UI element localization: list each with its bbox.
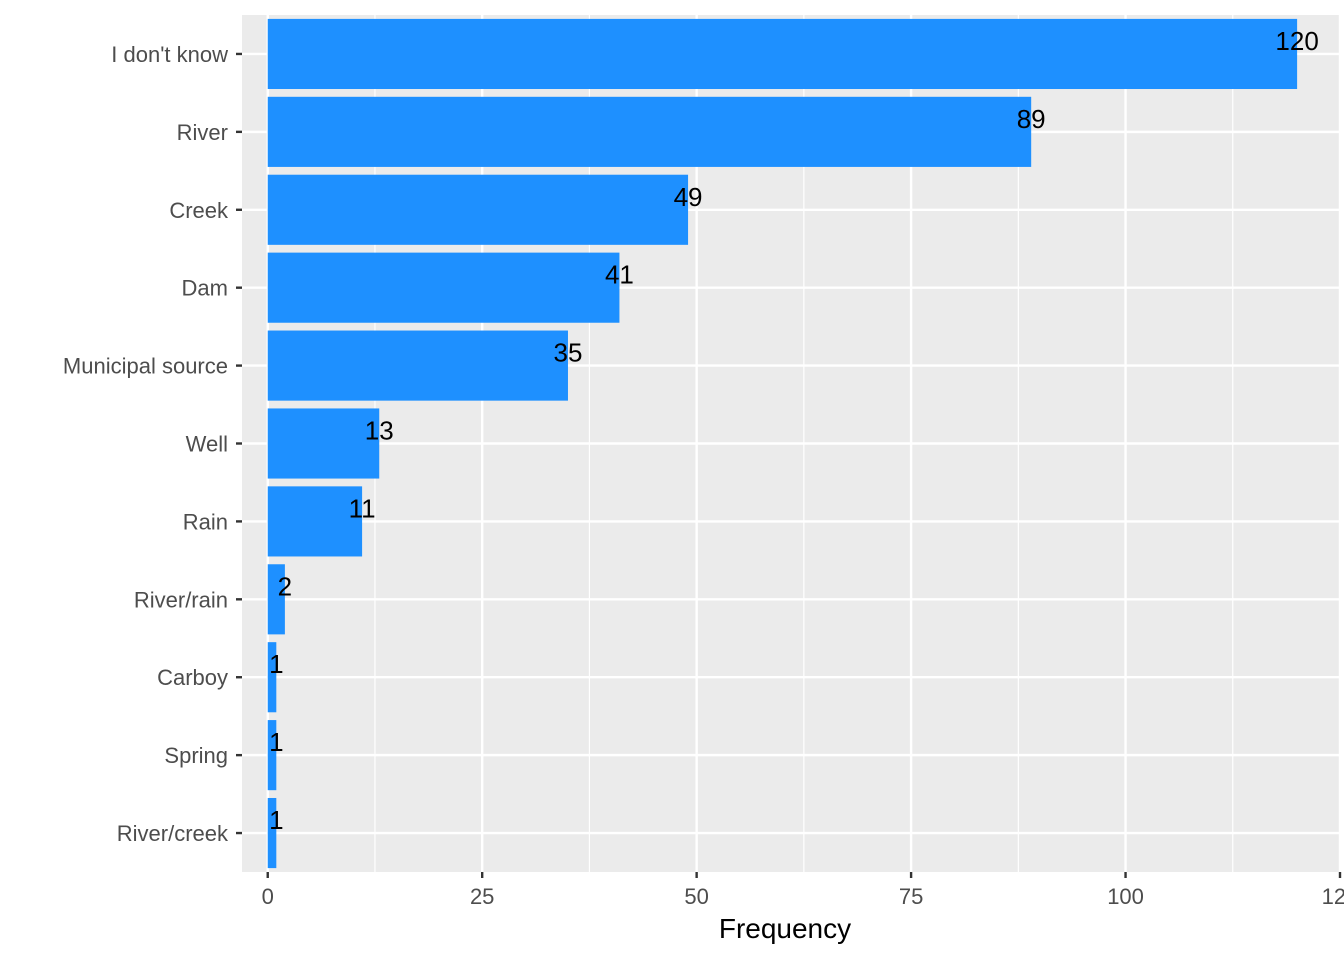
y-tick-label: Rain [183, 509, 228, 534]
bar-data-label: 1 [269, 805, 283, 835]
x-axis-title: Frequency [719, 913, 851, 944]
bar-data-label: 35 [554, 338, 583, 368]
x-tick-label: 25 [470, 884, 494, 909]
bar [267, 408, 380, 479]
y-tick-label: Spring [164, 743, 228, 768]
bar-data-label: 2 [278, 571, 292, 601]
bar [267, 96, 1032, 167]
y-tick-label: River [177, 120, 228, 145]
bar-data-label: 11 [349, 493, 376, 523]
bar-data-label: 1 [269, 727, 283, 757]
bar-data-label: 13 [365, 416, 394, 446]
y-tick-label: Carboy [157, 665, 228, 690]
bar [267, 642, 277, 713]
bar [267, 486, 363, 557]
bar [267, 330, 568, 401]
x-tick-label: 75 [899, 884, 923, 909]
bar [267, 797, 277, 869]
bar [267, 720, 277, 791]
y-tick-label: Dam [182, 276, 228, 301]
bar [267, 252, 620, 323]
bar-data-label: 1 [269, 649, 283, 679]
y-tick-label: Municipal source [63, 354, 228, 379]
bar [267, 564, 285, 635]
bar-data-label: 49 [674, 182, 703, 212]
x-tick-label: 100 [1107, 884, 1144, 909]
bar-data-label: 89 [1017, 104, 1046, 134]
y-tick-label: River/creek [117, 821, 229, 846]
y-tick-label: I don't know [111, 42, 228, 67]
y-tick-label: Creek [169, 198, 229, 223]
bars-group [267, 18, 1298, 869]
y-tick-label: Well [186, 432, 228, 457]
bar [267, 18, 1298, 90]
bar-data-label: 120 [1275, 26, 1318, 56]
bar [267, 174, 689, 245]
x-tick-label: 125 [1322, 884, 1344, 909]
x-axis: 0 25 50 75 100 125 [262, 872, 1344, 909]
x-tick-label: 50 [684, 884, 708, 909]
bar-data-label: 41 [605, 260, 634, 290]
y-tick-label: River/rain [134, 587, 228, 612]
x-tick-label: 0 [262, 884, 274, 909]
y-axis: I don't know River Creek Dam Municipal sourc… [63, 42, 242, 846]
